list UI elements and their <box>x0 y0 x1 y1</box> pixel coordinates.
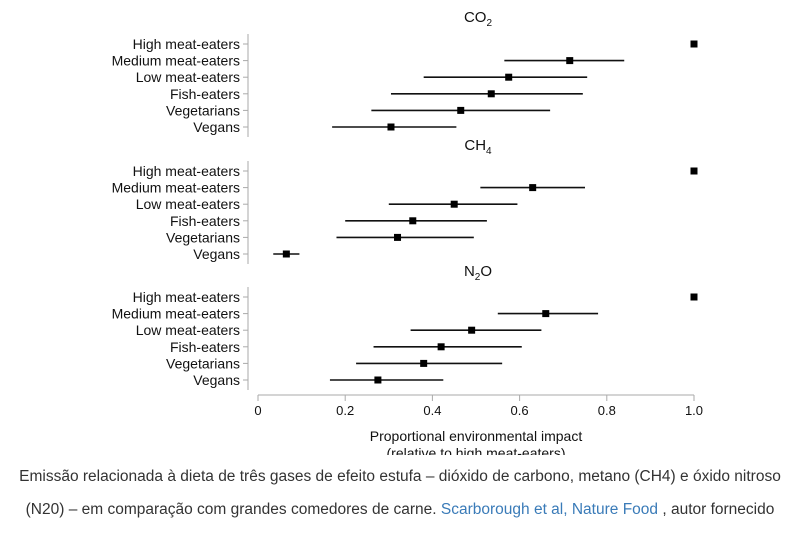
category-label: Vegetarians <box>166 102 240 118</box>
data-point <box>468 326 476 334</box>
data-point <box>394 233 402 241</box>
caption-suffix: , autor fornecido <box>658 501 775 518</box>
x-axis-sublabel: (relative to high meat-eaters) <box>387 445 566 455</box>
source-link[interactable]: Scarborough et al, Nature Food <box>440 501 659 518</box>
data-point <box>529 184 537 192</box>
data-point <box>282 250 290 258</box>
panel-title: CO2 <box>464 9 493 29</box>
category-label: Fish-eaters <box>170 213 240 229</box>
category-label: Vegetarians <box>166 229 240 245</box>
category-label: Low meat-eaters <box>136 196 240 212</box>
category-label: Medium meat-eaters <box>112 306 240 322</box>
category-label: Low meat-eaters <box>136 322 240 338</box>
category-label: Low meat-eaters <box>136 69 240 85</box>
panel-title: N2O <box>464 263 492 283</box>
data-point <box>690 40 698 48</box>
x-tick-label: 0.8 <box>598 403 616 418</box>
data-point <box>420 359 428 367</box>
data-point <box>505 73 513 81</box>
category-label: Vegans <box>193 246 240 262</box>
data-point <box>450 200 458 208</box>
category-label: High meat-eaters <box>133 163 240 179</box>
data-point <box>457 106 465 114</box>
category-label: High meat-eaters <box>133 36 240 52</box>
data-point <box>690 293 698 301</box>
category-label: Medium meat-eaters <box>112 180 240 196</box>
x-axis-label: Proportional environmental impact <box>370 428 583 444</box>
x-tick-label: 0 <box>254 403 261 418</box>
data-point <box>387 123 395 131</box>
category-label: Vegans <box>193 119 240 135</box>
x-tick-label: 0.6 <box>511 403 529 418</box>
caption-text: Emissão relacionada à dieta de três gase… <box>19 468 781 518</box>
category-label: Fish-eaters <box>170 86 240 102</box>
x-tick-label: 0.2 <box>336 403 354 418</box>
category-label: Vegetarians <box>166 355 240 371</box>
data-point <box>487 90 495 98</box>
data-point <box>409 217 417 225</box>
data-point <box>374 376 382 384</box>
data-point <box>437 343 445 351</box>
category-label: Vegans <box>193 372 240 388</box>
data-point <box>566 57 574 65</box>
category-label: High meat-eaters <box>133 289 240 305</box>
figure-caption: Emissão relacionada à dieta de três gase… <box>0 460 800 526</box>
data-point <box>690 167 698 175</box>
data-point <box>542 310 550 318</box>
category-label: Fish-eaters <box>170 339 240 355</box>
x-tick-label: 0.4 <box>423 403 441 418</box>
category-label: Medium meat-eaters <box>112 53 240 69</box>
x-tick-label: 1.0 <box>685 403 703 418</box>
panel-title: CH4 <box>464 137 492 157</box>
